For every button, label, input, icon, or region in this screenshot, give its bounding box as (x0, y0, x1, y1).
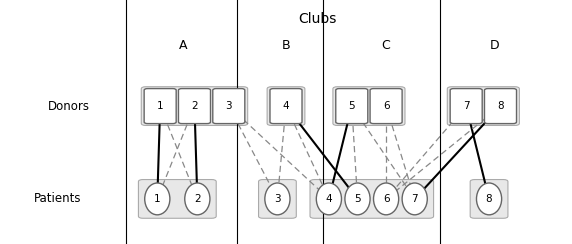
Text: 1: 1 (157, 101, 164, 111)
Ellipse shape (316, 183, 341, 215)
FancyBboxPatch shape (259, 180, 296, 218)
Text: 7: 7 (411, 194, 418, 204)
Text: 6: 6 (383, 101, 390, 111)
FancyBboxPatch shape (470, 180, 508, 218)
FancyBboxPatch shape (213, 89, 245, 124)
Text: B: B (281, 39, 291, 51)
Ellipse shape (476, 183, 502, 215)
Ellipse shape (265, 183, 290, 215)
Text: 4: 4 (283, 101, 289, 111)
Text: Patients: Patients (33, 193, 81, 205)
Text: 2: 2 (191, 101, 198, 111)
FancyBboxPatch shape (267, 87, 305, 125)
FancyBboxPatch shape (141, 87, 248, 125)
Ellipse shape (185, 183, 210, 215)
Text: 3: 3 (274, 194, 281, 204)
Ellipse shape (345, 183, 370, 215)
FancyBboxPatch shape (370, 89, 402, 124)
FancyBboxPatch shape (447, 87, 519, 125)
FancyBboxPatch shape (270, 89, 302, 124)
FancyBboxPatch shape (336, 89, 368, 124)
Text: 1: 1 (154, 194, 161, 204)
Text: 5: 5 (348, 101, 355, 111)
FancyBboxPatch shape (178, 89, 210, 124)
Text: D: D (490, 39, 499, 51)
FancyBboxPatch shape (310, 180, 434, 218)
Text: 5: 5 (354, 194, 361, 204)
Ellipse shape (402, 183, 427, 215)
Text: 2: 2 (194, 194, 201, 204)
Text: 6: 6 (383, 194, 390, 204)
Ellipse shape (374, 183, 399, 215)
Text: 7: 7 (463, 101, 470, 111)
Text: 8: 8 (486, 194, 492, 204)
FancyBboxPatch shape (484, 89, 517, 124)
Text: Donors: Donors (47, 100, 90, 112)
Text: 4: 4 (325, 194, 332, 204)
Text: C: C (382, 39, 391, 51)
FancyBboxPatch shape (450, 89, 482, 124)
Text: 8: 8 (497, 101, 504, 111)
Text: A: A (179, 39, 187, 51)
FancyBboxPatch shape (138, 180, 216, 218)
Text: 3: 3 (225, 101, 232, 111)
Ellipse shape (145, 183, 170, 215)
FancyBboxPatch shape (333, 87, 405, 125)
Text: Clubs: Clubs (298, 11, 337, 26)
FancyBboxPatch shape (144, 89, 176, 124)
